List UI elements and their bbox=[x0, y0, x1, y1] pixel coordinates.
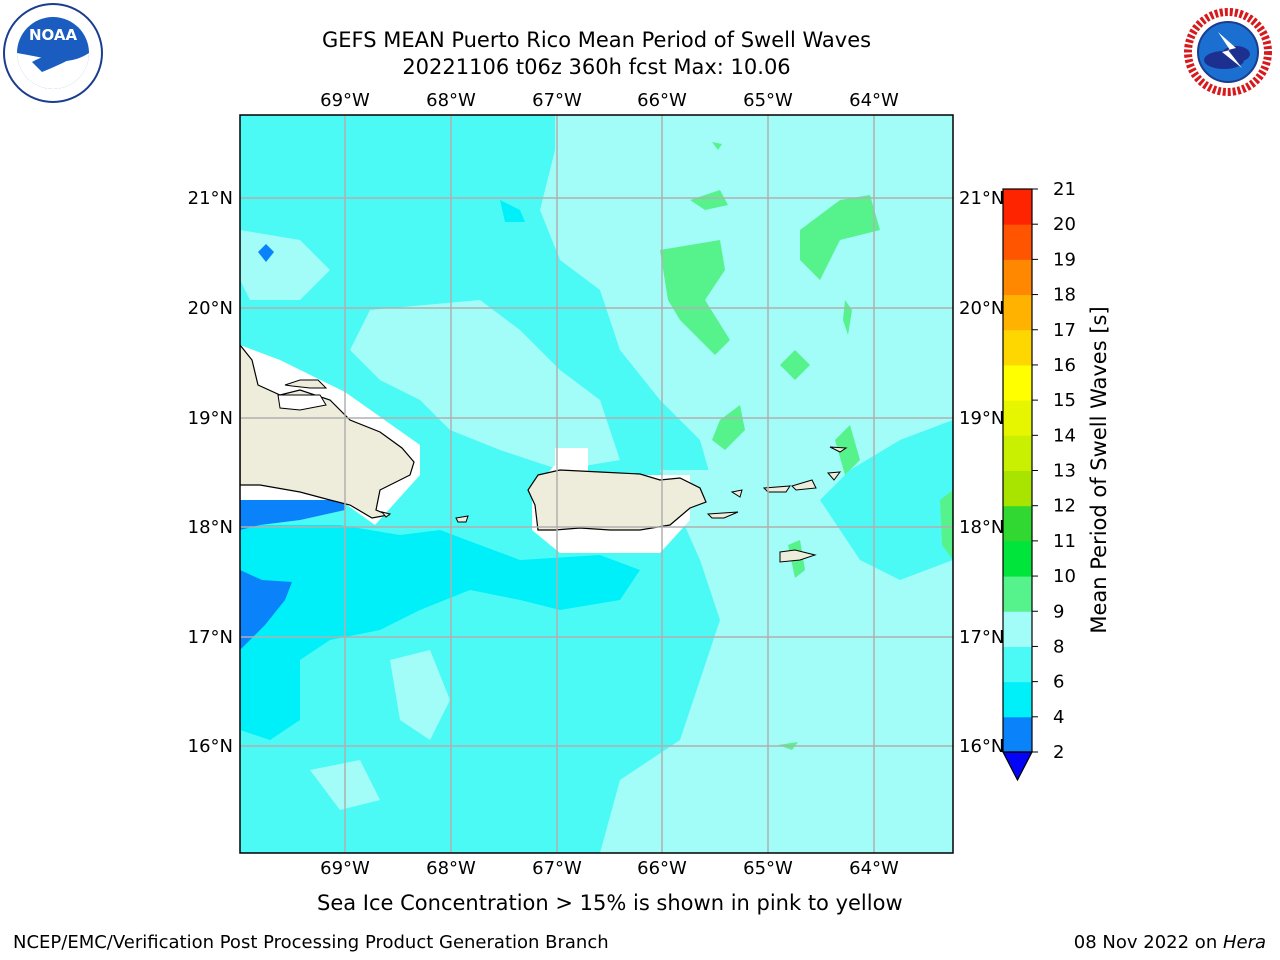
colorbar-tick-label: 19 bbox=[1053, 249, 1076, 270]
colorbar-tick-label: 12 bbox=[1053, 496, 1076, 517]
footer-credit: NCEP/EMC/Verification Post Processing Pr… bbox=[13, 932, 609, 953]
lon-label-bottom: 67°W bbox=[532, 858, 582, 879]
contour-band-9-10s bbox=[660, 142, 953, 750]
colorbar-segment bbox=[1003, 576, 1032, 612]
nws-logo bbox=[1180, 4, 1276, 100]
lat-lon-grid bbox=[240, 115, 953, 853]
colorbar-tick-label: 16 bbox=[1053, 355, 1076, 376]
footer-date-text: 08 Nov 2022 on bbox=[1073, 932, 1223, 953]
lat-label-left: 17°N bbox=[188, 627, 233, 648]
colorbar-tick-label: 6 bbox=[1053, 672, 1064, 693]
footer-machine: Hera bbox=[1222, 932, 1266, 953]
colorbar: 2 4 6 8 9 10 11 12 13 14 15 16 17 18 19 20 21 bbox=[1002, 179, 1076, 782]
lat-label-left: 19°N bbox=[188, 408, 233, 429]
colorbar-tick-label: 11 bbox=[1053, 531, 1076, 552]
lat-label-right: 21°N bbox=[959, 188, 1004, 209]
colorbar-tick-label: 9 bbox=[1053, 601, 1064, 622]
lat-label-left: 21°N bbox=[188, 188, 233, 209]
colorbar-segment bbox=[1003, 400, 1032, 436]
noaa-logo-text: NOAA bbox=[29, 26, 78, 44]
colorbar-tick-label: 4 bbox=[1053, 707, 1064, 728]
axis-labels: 69°W 69°W 68°W 68°W 67°W 67°W 66°W 66°W 65°W 65°W… bbox=[188, 90, 1005, 879]
chart-title: GEFS MEAN Puerto Rico Mean Period of Swe… bbox=[321, 28, 872, 52]
lon-label-top: 69°W bbox=[320, 90, 370, 111]
small-islands bbox=[380, 446, 848, 563]
sea-ice-footnote: Sea Ice Concentration > 15% is shown in … bbox=[317, 891, 903, 915]
lat-label-right: 20°N bbox=[959, 298, 1004, 319]
colorbar-segment bbox=[1003, 716, 1032, 753]
colorbar-segment bbox=[1003, 646, 1032, 683]
lat-label-left: 20°N bbox=[188, 298, 233, 319]
lon-label-top: 67°W bbox=[532, 90, 582, 111]
samana-bay-outline bbox=[277, 394, 327, 411]
lat-label-left: 16°N bbox=[188, 736, 233, 757]
colorbar-segment bbox=[1003, 611, 1032, 647]
colorbar-tick-label: 21 bbox=[1053, 179, 1076, 200]
colorbar-tick-label: 13 bbox=[1053, 461, 1076, 482]
lat-label-right: 18°N bbox=[959, 517, 1004, 538]
map-frame bbox=[239, 114, 954, 854]
footer-date: 08 Nov 2022 on Hera bbox=[1074, 932, 1266, 953]
colorbar-segment bbox=[1003, 329, 1032, 366]
contour-band-4-6s bbox=[240, 200, 640, 740]
noaa-logo: NOAA bbox=[3, 3, 103, 103]
lon-label-bottom: 69°W bbox=[320, 858, 370, 879]
lon-label-bottom: 66°W bbox=[637, 858, 687, 879]
colorbar-segment bbox=[1003, 540, 1032, 577]
hispaniola-landmass bbox=[240, 344, 415, 519]
lon-label-top: 64°W bbox=[849, 90, 899, 111]
lon-label-top: 68°W bbox=[426, 90, 476, 111]
colorbar-tick-label: 10 bbox=[1053, 566, 1076, 587]
lat-label-right: 17°N bbox=[959, 627, 1004, 648]
colorbar-segment bbox=[1003, 294, 1032, 331]
chart-subtitle: 20221106 t06z 360h fcst Max: 10.06 bbox=[402, 55, 791, 79]
lon-label-top: 65°W bbox=[743, 90, 793, 111]
north-coast-feature bbox=[284, 379, 328, 389]
colorbar-tick-label: 2 bbox=[1053, 742, 1064, 763]
colorbar-tick-label: 20 bbox=[1053, 214, 1076, 235]
colorbar-under-arrow bbox=[1002, 751, 1033, 782]
colorbar-segment bbox=[1003, 505, 1032, 542]
colorbar-segment bbox=[1003, 364, 1032, 401]
colorbar-segment bbox=[1003, 435, 1032, 471]
swell-period-field bbox=[240, 115, 953, 853]
lon-label-top: 66°W bbox=[637, 90, 687, 111]
contour-band-2-4s bbox=[240, 244, 345, 650]
lat-label-left: 18°N bbox=[188, 517, 233, 538]
lat-label-right: 16°N bbox=[959, 736, 1004, 757]
colorbar-segment bbox=[1003, 224, 1032, 260]
colorbar-segment bbox=[1003, 681, 1032, 718]
lat-label-right: 19°N bbox=[959, 408, 1004, 429]
colorbar-label: Mean Period of Swell Waves [s] bbox=[1087, 306, 1111, 633]
colorbar-tick-label: 14 bbox=[1053, 425, 1076, 446]
lon-label-bottom: 65°W bbox=[743, 858, 793, 879]
lon-label-bottom: 64°W bbox=[849, 858, 899, 879]
colorbar-segment bbox=[1003, 259, 1032, 296]
colorbar-tick-label: 8 bbox=[1053, 636, 1064, 657]
colorbar-tick-label: 15 bbox=[1053, 390, 1076, 411]
colorbar-tick-label: 17 bbox=[1053, 320, 1076, 341]
colorbar-tick-label: 18 bbox=[1053, 285, 1076, 306]
lon-label-bottom: 68°W bbox=[426, 858, 476, 879]
colorbar-segment bbox=[1003, 189, 1032, 225]
colorbar-segment bbox=[1003, 470, 1032, 507]
